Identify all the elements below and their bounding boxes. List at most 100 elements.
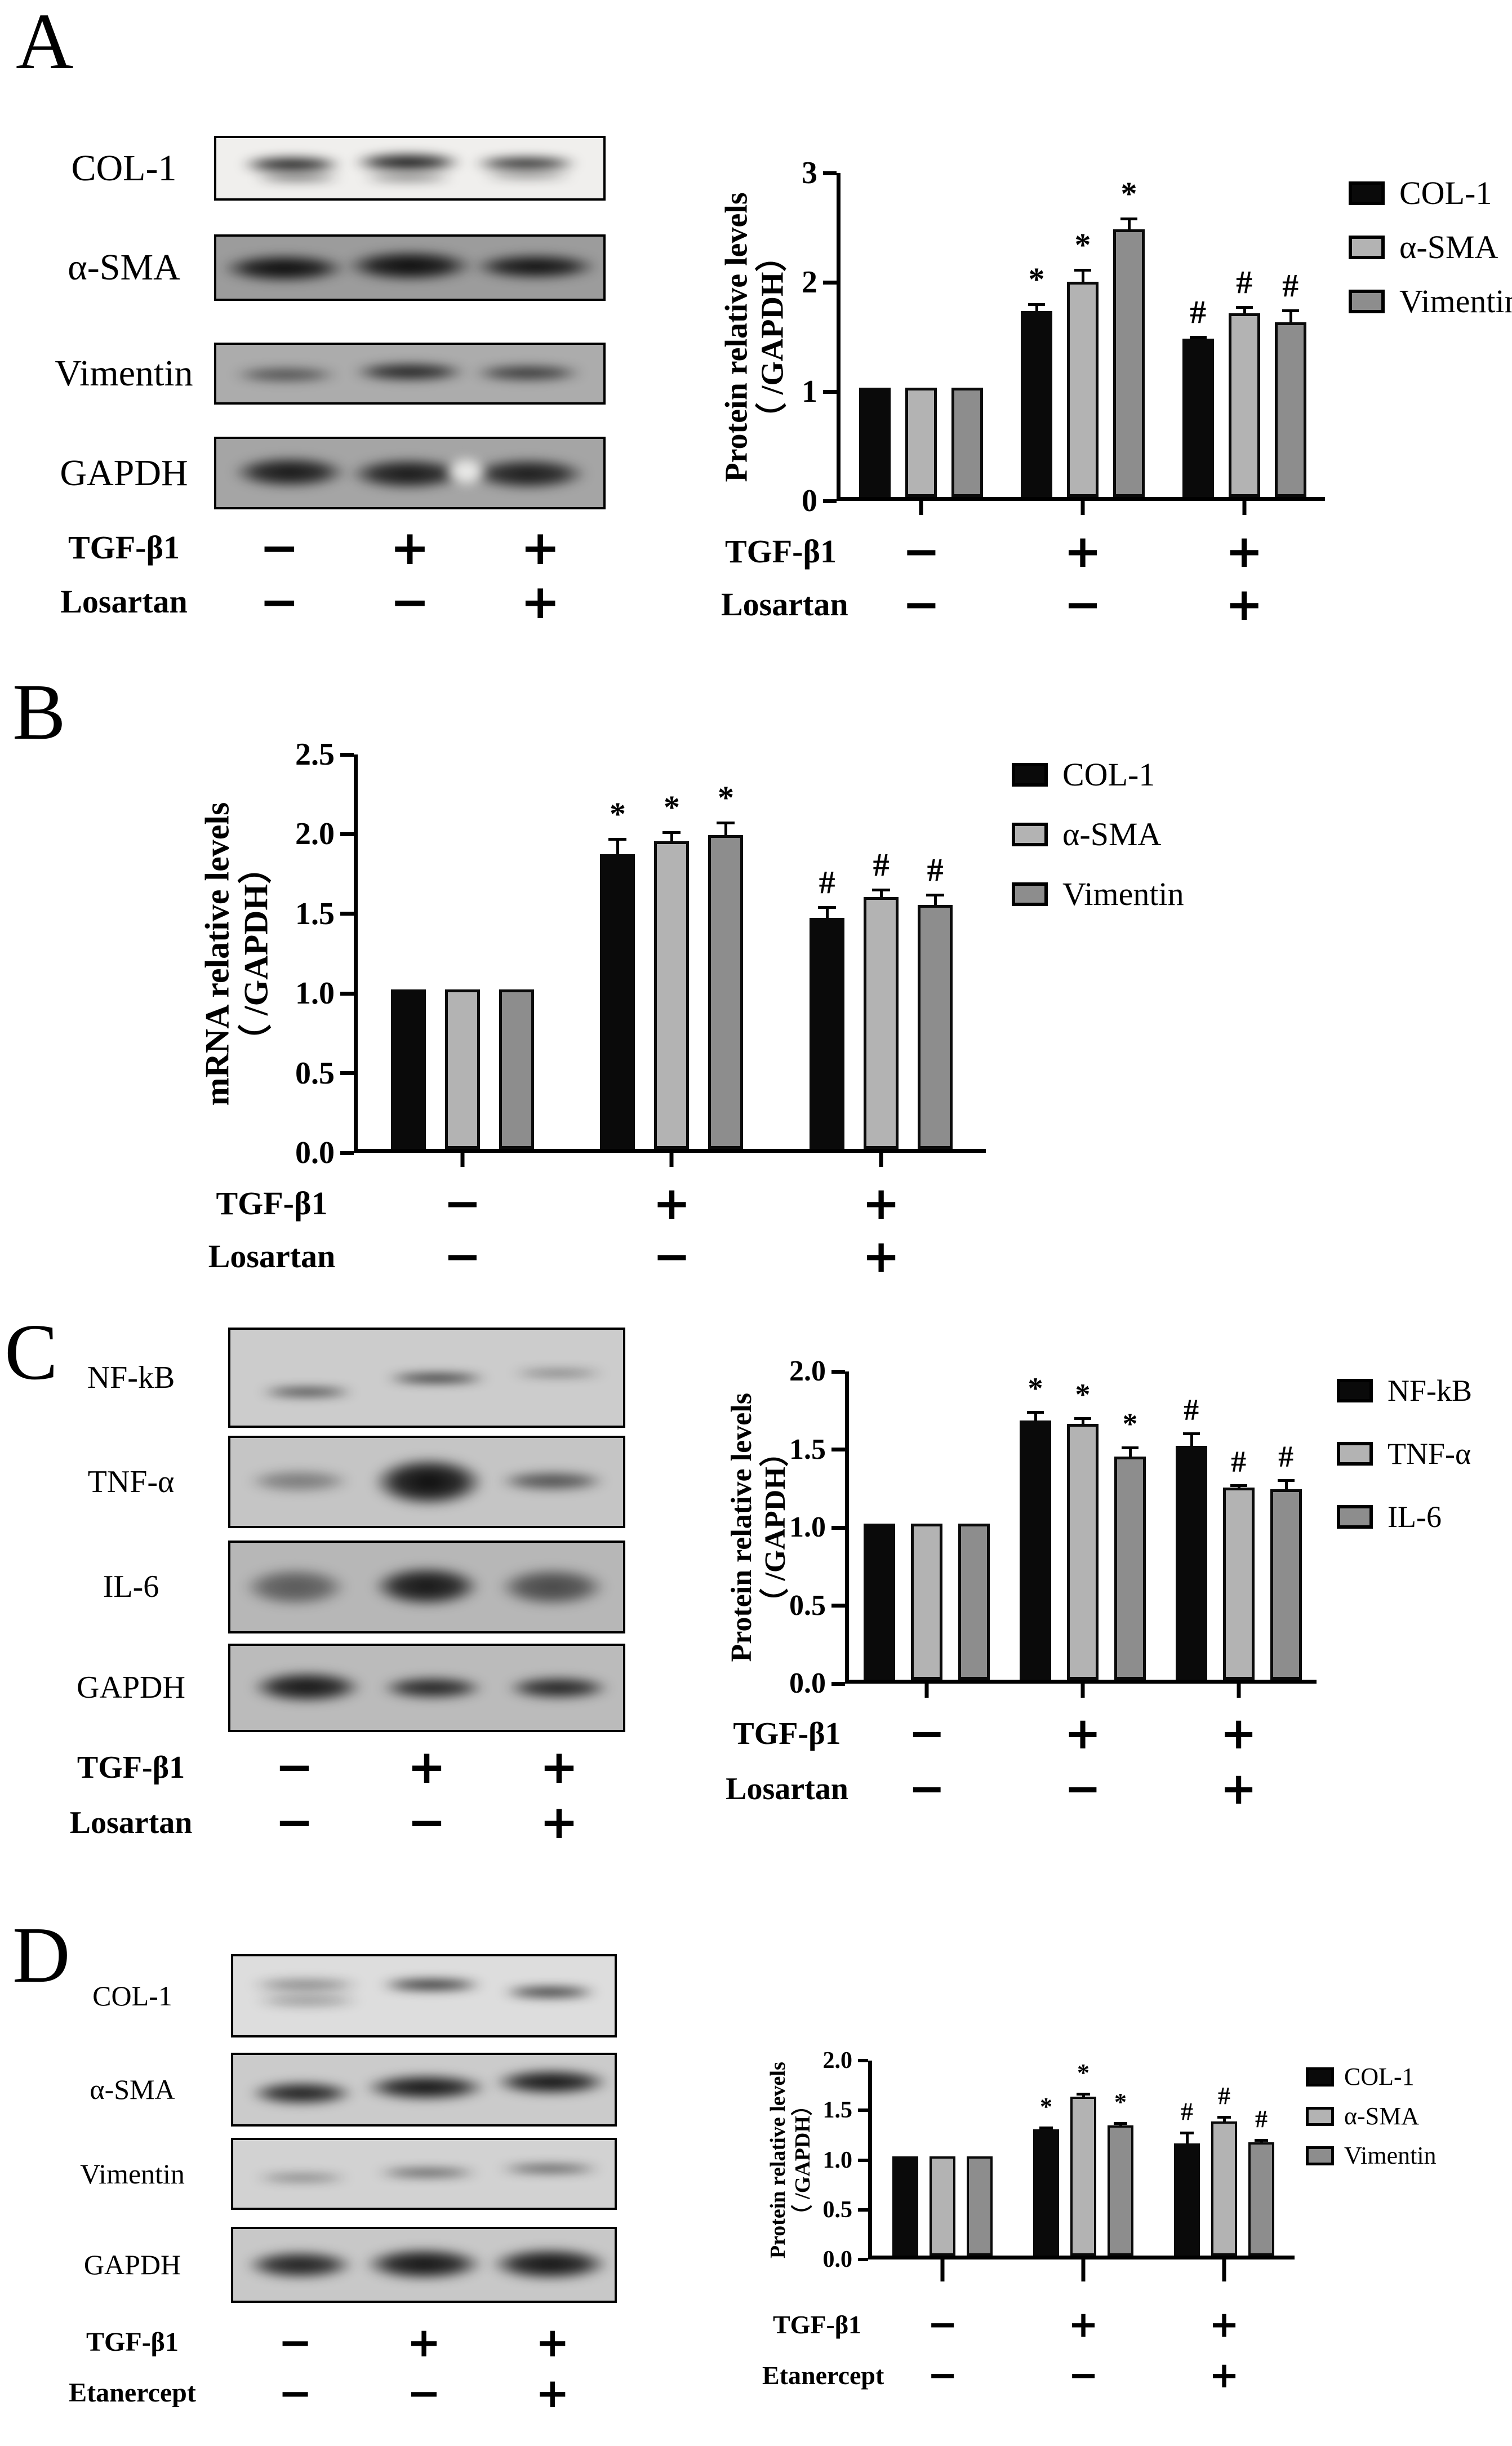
- significance-marker: #: [1190, 293, 1207, 330]
- blot-band: [505, 1676, 612, 1700]
- condition-label: Etanercept: [69, 2378, 196, 2408]
- bar-TNF-α: [1066, 1423, 1099, 1680]
- condition-value: +: [862, 1230, 900, 1282]
- legend-label: Vimentin: [1062, 876, 1184, 912]
- blot-target-label: Vimentin: [80, 2158, 185, 2190]
- y-tick-mark: [823, 499, 837, 503]
- blot-band: [479, 171, 576, 180]
- bar-slot: #: [1270, 1368, 1302, 1680]
- condition-value: +: [407, 1741, 446, 1794]
- legend-swatch: [1337, 1505, 1373, 1529]
- blot-band: [239, 156, 344, 174]
- blot-row: Vimentin: [34, 343, 606, 405]
- blot-image: [228, 1644, 625, 1732]
- y-tick-mark: [340, 832, 354, 836]
- y-axis-title-line2: （ /GAPDH）: [237, 850, 274, 1058]
- plot-area: * * * # # #: [872, 2057, 1295, 2281]
- error-bar-cap: [1235, 306, 1253, 309]
- bar-COL-1: [1020, 311, 1052, 497]
- significance-marker: #: [1184, 1393, 1199, 1427]
- condition-value: −: [443, 1177, 482, 1229]
- condition-label: Losartan: [726, 1772, 848, 1806]
- condition-value: +: [1064, 1708, 1101, 1759]
- error-bar-cap: [608, 837, 627, 841]
- error-bar: [724, 822, 728, 835]
- legend-label: COL-1: [1344, 2063, 1415, 2090]
- y-tick-label: 0.5: [789, 1589, 826, 1622]
- x-tick: [1237, 1683, 1241, 1698]
- condition-value: +: [540, 1796, 579, 1849]
- y-tick: 0.0: [789, 1669, 845, 1698]
- bar-slot: #: [1248, 2057, 1274, 2256]
- bar-NF-kB: [1175, 1445, 1207, 1680]
- y-axis-title: mRNA relative levels （ /GAPDH）: [186, 754, 287, 1153]
- bar-Vimentin: [1274, 322, 1306, 497]
- bar-slot: #: [1228, 169, 1260, 497]
- blot-band: [383, 1373, 490, 1384]
- bar-slot: #: [1175, 1368, 1207, 1680]
- panel-d-western-blots: COL-1 α-SMA Vimentin GAPDH TGF-β1 − + + Etanerce…: [34, 1954, 617, 2413]
- y-tick-mark: [823, 280, 837, 285]
- error-bar-cap: [818, 906, 837, 909]
- blot-row: α-SMA: [34, 234, 606, 301]
- y-axis-title: Protein relative levels （ /GAPDH）: [762, 2061, 819, 2259]
- condition-value: +: [535, 2369, 570, 2417]
- condition-value: +: [1209, 2355, 1239, 2396]
- y-tick-label: 0: [802, 483, 817, 518]
- condition-value: +: [1225, 525, 1264, 578]
- y-tick-mark: [340, 1151, 354, 1155]
- panel-b-label: B: [12, 667, 66, 756]
- condition-row: TGF-β1− + +: [186, 1181, 1184, 1226]
- y-tick-label: 1.0: [295, 976, 335, 1011]
- bar-slot: *: [708, 751, 744, 1149]
- blot-band: [497, 1567, 608, 1607]
- y-axis: 0.0 0.5 1.0 1.5 2.0 2.5: [287, 739, 358, 1169]
- legend-item: α-SMA: [1306, 2104, 1437, 2129]
- error-bar: [1035, 303, 1038, 312]
- blot-band: [344, 250, 476, 282]
- x-tick: [1081, 2259, 1086, 2281]
- bar-slot: #: [1174, 2057, 1200, 2256]
- y-axis: 0.0 0.5 1.0 1.5 2.0: [789, 1357, 849, 1698]
- x-tick: [460, 1152, 465, 1167]
- condition-values: − − +: [231, 2373, 617, 2413]
- error-bar-cap: [1217, 2115, 1231, 2119]
- y-tick: 1.0: [823, 2148, 868, 2172]
- blot-band: [488, 2248, 611, 2281]
- error-bar-cap: [1277, 1479, 1295, 1482]
- error-bar-cap: [1121, 1446, 1139, 1450]
- legend-swatch: [1306, 2146, 1334, 2165]
- condition-value: −: [927, 2355, 958, 2396]
- condition-value: −: [902, 525, 940, 578]
- y-tick-mark: [858, 2258, 868, 2261]
- bar-slot: #: [1211, 2057, 1237, 2256]
- blot-target-label: α-SMA: [90, 2074, 175, 2106]
- error-bar-cap: [1182, 1432, 1200, 1436]
- condition-row: Losartan − − +: [34, 578, 606, 625]
- condition-row: TGF-β1− + +: [34, 1744, 625, 1791]
- blot-band: [371, 1457, 486, 1507]
- significance-marker: #: [1236, 264, 1253, 301]
- condition-value: −: [652, 1230, 691, 1282]
- blot-band: [257, 1387, 357, 1397]
- blot-row: α-SMA: [34, 2053, 617, 2127]
- significance-marker: #: [1181, 2098, 1193, 2126]
- significance-marker: #: [1231, 1444, 1247, 1479]
- condition-value: −: [407, 2369, 441, 2417]
- condition-value: +: [652, 1177, 691, 1229]
- blot-target-label: TNF-α: [87, 1464, 175, 1499]
- bar-slot: [859, 169, 891, 497]
- panel-b-bar-chart: mRNA relative levels （ /GAPDH） 0.0 0.5 1.0 1.…: [186, 739, 1184, 1282]
- legend-item: α-SMA: [1012, 818, 1184, 851]
- condition-values: − − +: [872, 2358, 1295, 2394]
- error-bar: [1081, 1417, 1084, 1424]
- significance-marker: *: [1120, 175, 1137, 212]
- y-axis-title-text: Protein relative levels （ /GAPDH）: [766, 2062, 815, 2258]
- significance-marker: *: [1028, 260, 1045, 298]
- blot-band: [352, 152, 464, 172]
- blot-band: [492, 2068, 611, 2096]
- bar-α-SMA: [1211, 2121, 1237, 2256]
- blot-image: [214, 437, 606, 509]
- y-tick: 2.5: [295, 739, 354, 770]
- error-bar-cap: [1120, 217, 1137, 221]
